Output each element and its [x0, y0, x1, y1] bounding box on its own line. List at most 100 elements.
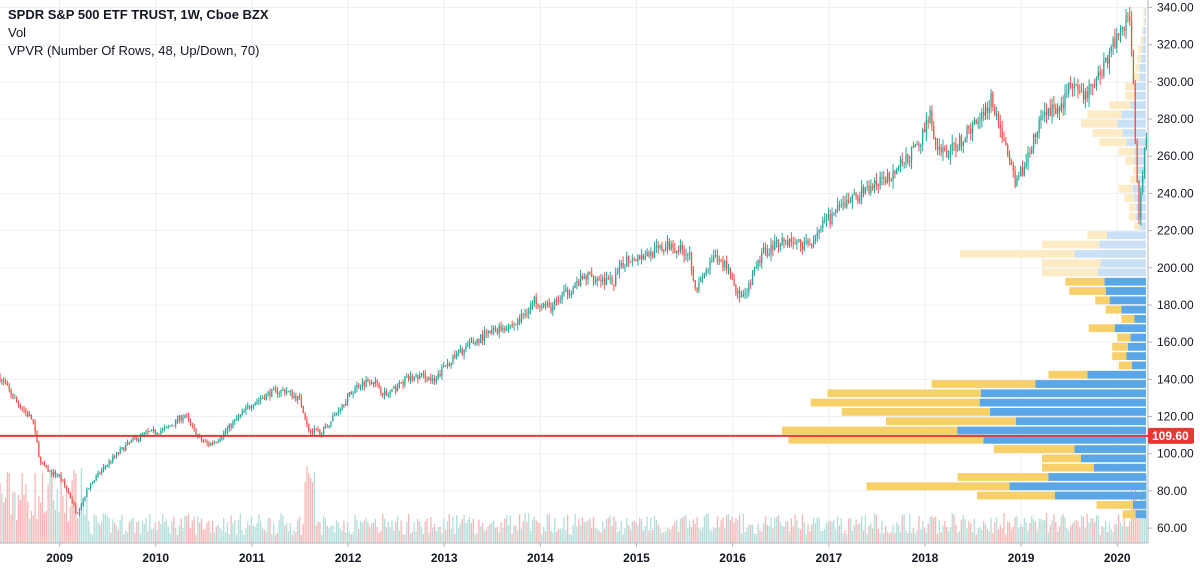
- candle-body: [609, 277, 611, 279]
- volume-bar: [933, 517, 935, 543]
- candle-body: [790, 238, 793, 243]
- volume-bar: [897, 524, 900, 543]
- candle-body: [64, 480, 66, 486]
- candle-body: [574, 283, 576, 289]
- volume-bar: [718, 527, 720, 543]
- volume-bar: [868, 525, 870, 543]
- volume-bar: [391, 520, 393, 543]
- vp-row-down: [1087, 110, 1122, 119]
- candle-body: [1121, 27, 1123, 30]
- candle-body: [661, 245, 663, 251]
- volume-bar: [716, 516, 719, 543]
- volume-bar: [173, 516, 175, 543]
- volume-bar: [58, 512, 60, 543]
- volume-bar: [1047, 532, 1050, 543]
- candle-body: [1134, 84, 1136, 142]
- vp-row-up: [1122, 129, 1146, 137]
- candle-body: [468, 341, 471, 346]
- candle-body: [873, 180, 876, 189]
- candle-body: [472, 342, 474, 344]
- vpvr-indicator-label[interactable]: VPVR (Number Of Rows, 48, Up/Down, 70): [8, 43, 260, 58]
- candle-body: [324, 426, 327, 429]
- volume-bar: [435, 531, 438, 543]
- candle-body: [805, 240, 807, 242]
- vp-row-down: [1109, 101, 1131, 109]
- volume-bars: [0, 466, 1148, 543]
- volume-indicator-label[interactable]: Vol: [8, 25, 27, 40]
- candle-body: [835, 209, 837, 213]
- volume-bar: [17, 494, 20, 543]
- volume-bar: [735, 518, 737, 543]
- vp-row-up: [1135, 82, 1146, 91]
- candle-body: [417, 374, 419, 379]
- candle-body: [984, 107, 987, 116]
- volume-bar: [1027, 530, 1029, 543]
- volume-bar: [502, 527, 504, 543]
- volume-bar: [165, 519, 168, 543]
- volume-bar: [613, 516, 615, 543]
- candle-body: [517, 319, 519, 325]
- candle-body: [528, 309, 530, 315]
- candle-body: [1082, 91, 1085, 100]
- candle-body: [530, 304, 532, 310]
- volume-bar: [781, 525, 783, 543]
- candle-body: [3, 379, 5, 382]
- candle-body: [102, 466, 105, 470]
- candle-body: [250, 407, 253, 409]
- candle-body: [413, 377, 415, 380]
- candle-body: [1016, 177, 1018, 187]
- candle-body: [979, 118, 981, 122]
- volume-bar: [929, 516, 931, 543]
- volume-bar: [101, 521, 103, 543]
- volume-bar: [920, 529, 922, 543]
- candle-body: [1018, 175, 1020, 178]
- candle-body: [1110, 46, 1112, 52]
- candle-body: [341, 404, 343, 410]
- volume-bar: [354, 514, 356, 543]
- volume-bar: [287, 530, 290, 543]
- candle-body: [1145, 137, 1148, 148]
- volume-bar: [816, 517, 818, 543]
- volume-bar: [566, 514, 569, 543]
- candle-body: [332, 415, 334, 422]
- volume-bar: [84, 514, 86, 543]
- candle-body: [404, 377, 406, 385]
- volume-bar: [761, 531, 763, 543]
- candle-body: [947, 156, 950, 158]
- candle-body: [167, 426, 169, 428]
- candle-body: [113, 456, 116, 458]
- volume-bar: [184, 515, 186, 543]
- candle-body: [19, 405, 21, 409]
- candle-body: [6, 384, 9, 386]
- volume-bar: [195, 534, 197, 543]
- candle-body: [337, 411, 340, 413]
- candle-body: [687, 254, 689, 256]
- volume-bar: [62, 495, 64, 543]
- volume-bar: [1116, 525, 1118, 543]
- candle-body: [886, 172, 889, 183]
- volume-bar: [485, 529, 487, 543]
- candle-body: [1084, 91, 1087, 100]
- vp-row-down: [1042, 454, 1081, 463]
- candle-body: [350, 392, 352, 394]
- candle-body: [792, 242, 794, 244]
- candle-body: [99, 472, 101, 474]
- candle-body: [213, 441, 216, 444]
- candle-body: [435, 378, 438, 382]
- volume-bar: [576, 526, 578, 543]
- candle-body: [389, 391, 391, 395]
- vp-row-down: [1099, 138, 1127, 147]
- symbol-title[interactable]: SPDR S&P 500 ETF TRUST, 1W, Cboe BZX: [8, 7, 269, 22]
- volume-bar: [208, 521, 210, 543]
- candle-body: [1088, 84, 1090, 99]
- vp-row-down: [1140, 36, 1144, 44]
- candle-body: [718, 259, 720, 261]
- candle-body: [764, 247, 767, 249]
- volume-bar: [422, 534, 425, 543]
- volume-bar: [297, 519, 299, 543]
- volume-bar: [689, 521, 691, 543]
- volume-bar: [223, 517, 225, 543]
- volume-bar: [846, 534, 848, 543]
- candle-body: [716, 254, 719, 261]
- candle-body: [86, 488, 88, 497]
